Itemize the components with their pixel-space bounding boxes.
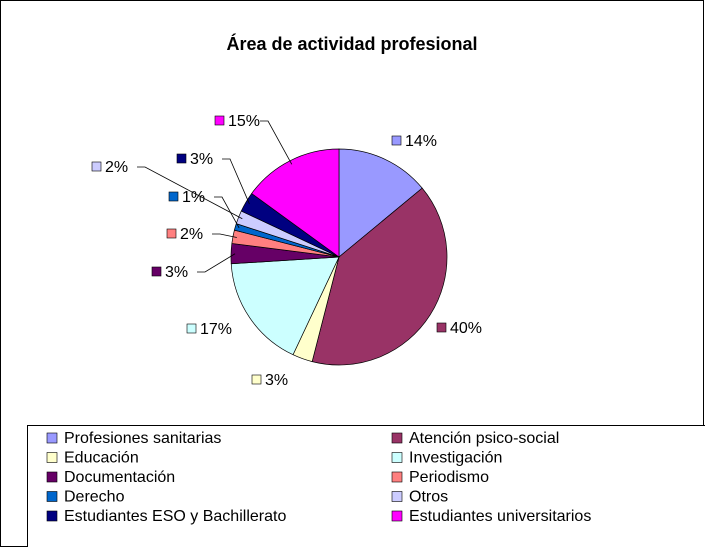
legend-label: Atención psico-social [409, 430, 559, 447]
legend-label: Derecho [64, 489, 125, 506]
legend-swatch [391, 471, 403, 483]
data-label: 1% [182, 189, 205, 206]
leader-line [197, 253, 236, 273]
legend-swatch [46, 432, 58, 444]
label-swatch [176, 153, 187, 164]
legend-swatch [46, 491, 58, 502]
pie-slice [338, 148, 423, 258]
legend-label: Periodismo [409, 469, 489, 486]
chart-title: Área de actividad profesional [226, 33, 477, 54]
legend-label: Educación [64, 450, 139, 467]
legend-swatch [46, 471, 58, 483]
leader-line [137, 166, 243, 220]
leader-line [222, 158, 250, 205]
data-label: 2% [105, 159, 128, 176]
data-label: 17% [200, 321, 232, 338]
leader-line [212, 233, 237, 238]
legend-label: Estudiantes ESO y Bachillerato [64, 508, 286, 525]
legend-swatch [46, 452, 58, 463]
legend-label: Profesiones sanitarias [64, 430, 221, 447]
legend-swatch [391, 491, 403, 502]
label-swatch [391, 135, 402, 146]
label-swatch [151, 266, 162, 277]
leader-line [260, 120, 293, 165]
label-swatch [91, 161, 102, 172]
label-swatch [214, 115, 225, 126]
legend-label: Investigación [409, 450, 502, 467]
data-label: 2% [180, 226, 203, 243]
legend-label: Estudiantes universitarios [409, 508, 591, 525]
label-swatch [168, 191, 179, 202]
label-swatch [436, 322, 447, 333]
data-label: 3% [190, 151, 213, 168]
legend-swatch [391, 452, 403, 463]
legend-box [27, 425, 705, 547]
data-label: 14% [405, 133, 437, 150]
label-swatch [166, 228, 177, 239]
data-label: 40% [450, 320, 482, 337]
leader-line [214, 196, 240, 229]
legend-label: Documentación [64, 469, 175, 486]
pie-slice [230, 256, 340, 356]
legend-swatch [391, 510, 403, 522]
pie-slice [311, 187, 448, 366]
data-label: 3% [165, 264, 188, 281]
legend-swatch [391, 432, 403, 444]
legend-label: Otros [409, 489, 448, 506]
data-label: 15% [228, 113, 260, 130]
legend-swatch [46, 510, 58, 522]
data-label: 3% [265, 372, 288, 389]
label-swatch [186, 323, 197, 334]
label-swatch [251, 374, 262, 385]
